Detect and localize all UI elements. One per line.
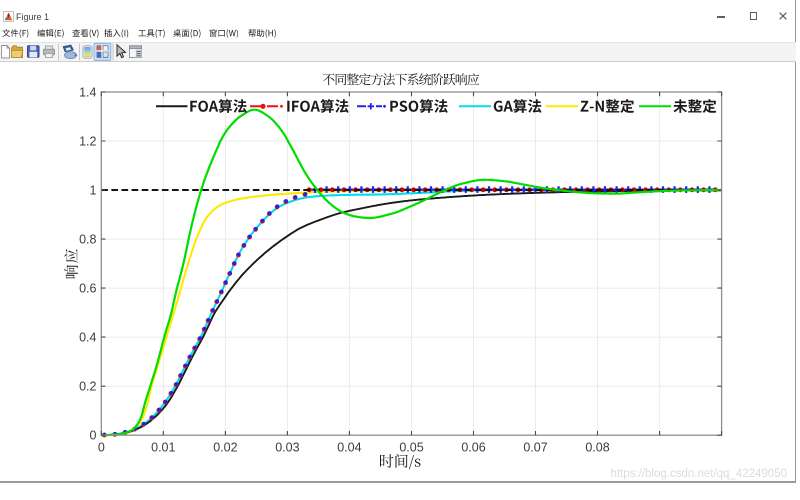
svg-text:0.01: 0.01 [151,441,175,455]
svg-text:0: 0 [98,441,105,455]
svg-text:1.4: 1.4 [79,85,96,99]
svg-text:1.2: 1.2 [79,134,96,148]
svg-text:0.07: 0.07 [523,441,547,455]
svg-text:0.02: 0.02 [213,441,237,455]
svg-text:0.2: 0.2 [79,380,96,394]
svg-text:0.06: 0.06 [461,441,485,455]
svg-text:https://blog.csdn.net/qq_42249: https://blog.csdn.net/qq_42249050 [611,468,787,480]
svg-text:0.05: 0.05 [399,441,423,455]
svg-text:1: 1 [90,183,97,197]
svg-text:0.08: 0.08 [585,441,609,455]
svg-text:0.8: 0.8 [79,232,96,246]
svg-text:0: 0 [90,429,97,443]
svg-text:0.04: 0.04 [337,441,361,455]
svg-text:0.6: 0.6 [79,281,96,295]
svg-text:0.03: 0.03 [275,441,299,455]
svg-text:0.4: 0.4 [79,330,96,344]
